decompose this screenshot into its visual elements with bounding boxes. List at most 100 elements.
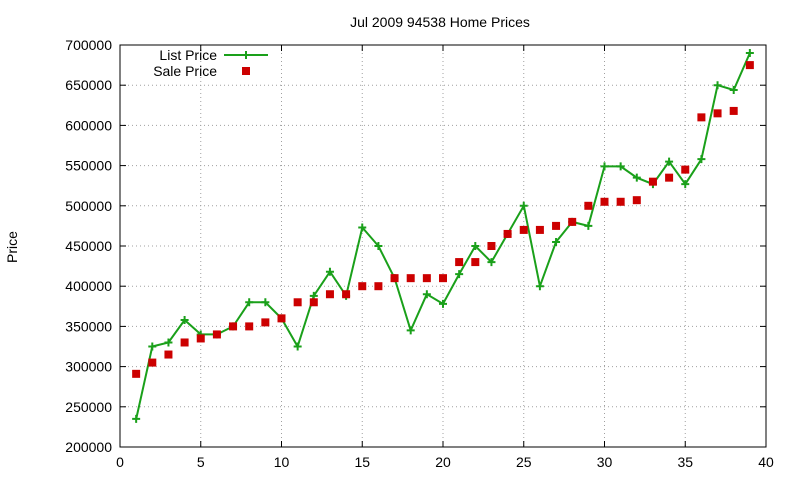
sale-price-point bbox=[632, 196, 641, 205]
y-axis-label: Price bbox=[4, 231, 20, 263]
sale-price-point bbox=[616, 197, 625, 206]
sale-price-point bbox=[503, 229, 512, 238]
sale-price-point bbox=[697, 113, 706, 122]
list-price-point bbox=[552, 237, 561, 246]
sale-price-point bbox=[584, 201, 593, 210]
y-tick-label: 450000 bbox=[65, 238, 112, 254]
list-price-point bbox=[471, 242, 480, 250]
sale-price-point bbox=[648, 177, 657, 186]
sale-price-point bbox=[535, 225, 544, 234]
list-price-point bbox=[180, 315, 189, 324]
list-price-point bbox=[713, 81, 722, 90]
list-price-point bbox=[439, 299, 447, 308]
list-price-point bbox=[325, 267, 334, 276]
list-price-point bbox=[132, 414, 141, 423]
sale-price-point bbox=[519, 225, 528, 234]
data-series bbox=[132, 49, 754, 423]
legend-marker bbox=[242, 51, 250, 59]
list-price-point bbox=[665, 157, 674, 166]
sale-price-point bbox=[261, 318, 270, 327]
x-tick-label: 0 bbox=[116, 454, 124, 470]
sale-price-point bbox=[471, 258, 480, 267]
sale-price-point bbox=[132, 369, 141, 378]
list-price-point bbox=[519, 201, 528, 210]
y-tick-label: 600000 bbox=[65, 117, 112, 133]
list-price-point bbox=[487, 258, 496, 267]
sale-price-point bbox=[487, 242, 496, 250]
sale-price-point bbox=[374, 282, 383, 291]
sale-price-point bbox=[325, 290, 334, 299]
sale-price-point bbox=[422, 274, 431, 283]
sale-price-point bbox=[600, 197, 609, 206]
x-tick-label: 15 bbox=[354, 454, 370, 470]
legend-marker bbox=[242, 67, 250, 75]
list-price-point bbox=[358, 223, 367, 232]
list-price-line bbox=[135, 52, 751, 420]
y-tick-label: 250000 bbox=[65, 399, 112, 415]
sale-price-point bbox=[745, 61, 754, 70]
legend-label: Sale Price bbox=[153, 63, 217, 79]
list-price-point bbox=[745, 49, 754, 58]
list-price-point bbox=[600, 162, 609, 171]
sale-price-point bbox=[681, 165, 690, 174]
list-price-point bbox=[164, 338, 173, 347]
x-tick-label: 25 bbox=[516, 454, 532, 470]
sale-price-point bbox=[455, 258, 464, 267]
sale-price-point bbox=[229, 322, 238, 331]
x-tick-label: 30 bbox=[597, 454, 613, 470]
list-price-point bbox=[681, 180, 690, 189]
list-price-point bbox=[535, 282, 544, 291]
sale-price-point bbox=[552, 221, 561, 230]
grid-lines bbox=[120, 45, 766, 447]
list-price-point bbox=[584, 221, 593, 230]
list-price-point bbox=[406, 326, 415, 335]
sale-price-point bbox=[196, 334, 205, 343]
y-tick-label: 650000 bbox=[65, 77, 112, 93]
sale-price-point bbox=[293, 298, 302, 307]
list-price-point bbox=[293, 342, 302, 351]
list-price-point bbox=[245, 298, 254, 307]
legend-label: List Price bbox=[159, 47, 217, 63]
list-price-point bbox=[616, 162, 625, 171]
sale-price-point bbox=[148, 358, 157, 367]
list-price-point bbox=[148, 342, 157, 351]
list-price-point bbox=[697, 155, 706, 164]
sale-price-point bbox=[439, 274, 447, 283]
chart-title: Jul 2009 94538 Home Prices bbox=[350, 14, 530, 30]
y-tick-label: 200000 bbox=[65, 439, 112, 455]
y-tick-label: 300000 bbox=[65, 359, 112, 375]
x-tick-label: 20 bbox=[435, 454, 451, 470]
list-price-point bbox=[261, 298, 270, 307]
sale-price-point bbox=[342, 290, 351, 299]
x-tick-label: 40 bbox=[758, 454, 774, 470]
sale-price-point bbox=[713, 109, 722, 118]
sale-price-point bbox=[665, 173, 674, 182]
list-price-point bbox=[422, 290, 431, 299]
x-tick-label: 35 bbox=[677, 454, 693, 470]
y-tick-label: 700000 bbox=[65, 37, 112, 53]
sale-price-point bbox=[358, 282, 367, 291]
sale-price-point bbox=[406, 274, 415, 283]
list-price-point bbox=[729, 86, 738, 95]
y-tick-label: 400000 bbox=[65, 278, 112, 294]
list-price-point bbox=[632, 173, 641, 182]
sale-price-point bbox=[212, 330, 221, 339]
x-tick-label: 5 bbox=[197, 454, 205, 470]
axis-ticks: 200000 250000 300000 350000 400000 450000 5000… bbox=[65, 37, 774, 470]
sale-price-point bbox=[245, 322, 254, 331]
y-tick-label: 350000 bbox=[65, 318, 112, 334]
sale-price-point bbox=[164, 350, 173, 359]
sale-price-point bbox=[729, 106, 738, 115]
list-price-point bbox=[455, 270, 464, 279]
y-tick-label: 550000 bbox=[65, 158, 112, 174]
x-tick-label: 10 bbox=[274, 454, 290, 470]
sale-price-point bbox=[180, 338, 189, 347]
sale-price-point bbox=[277, 314, 286, 323]
sale-price-point bbox=[309, 298, 318, 307]
sale-price-point bbox=[568, 217, 577, 226]
list-price-point bbox=[374, 242, 383, 250]
y-tick-label: 500000 bbox=[65, 198, 112, 214]
sale-price-point bbox=[390, 274, 399, 283]
